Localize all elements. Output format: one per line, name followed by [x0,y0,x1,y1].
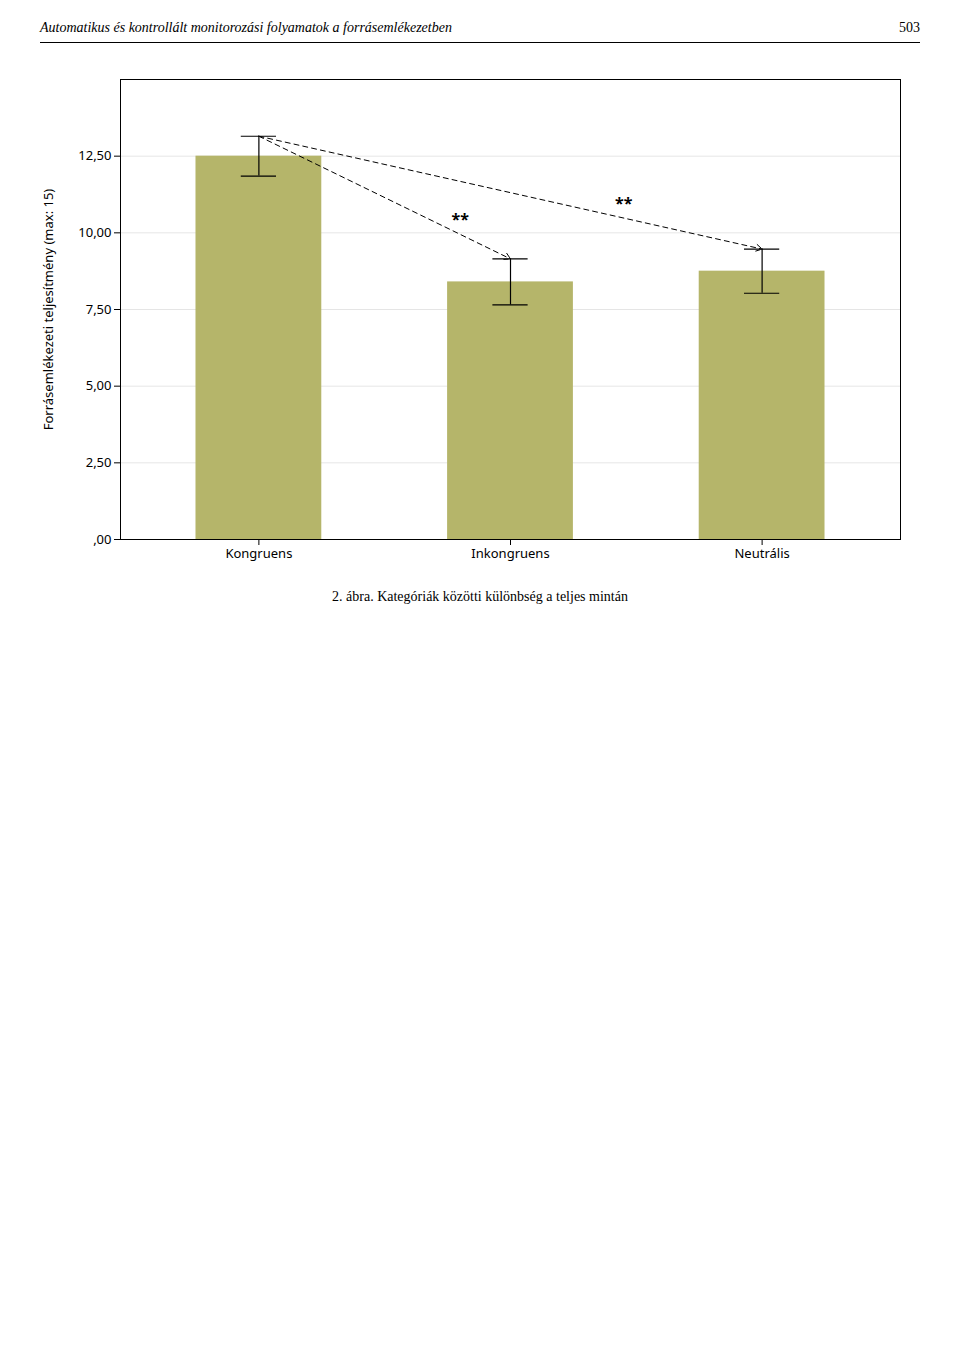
svg-text:Inkongruens: Inkongruens [471,544,549,562]
html-text:2. ábra. Kategóriák közötti kü: 2. ábra. Kategóriák közötti különbség a … [332,589,628,604]
svg-text:,00: ,00 [93,530,111,548]
svg-text:Neutrális: Neutrális [734,544,789,562]
svg-text:Kongruens: Kongruens [225,544,292,562]
html-text:Automatikus és kontrollált mon: Automatikus és kontrollált monitorozási … [40,20,452,35]
svg-text:**: ** [615,192,633,214]
svg-text:12,50: 12,50 [78,146,111,164]
svg-text:**: ** [451,208,469,230]
svg-text:5,00: 5,00 [86,376,112,394]
html-text:503: 503 [899,20,920,35]
svg-text:Forrásemlékezeti teljesítmény: Forrásemlékezeti teljesítmény (max: 15) [40,189,57,431]
svg-text:10,00: 10,00 [78,223,111,241]
svg-text:7,50: 7,50 [86,300,112,318]
svg-text:2,50: 2,50 [86,453,112,471]
